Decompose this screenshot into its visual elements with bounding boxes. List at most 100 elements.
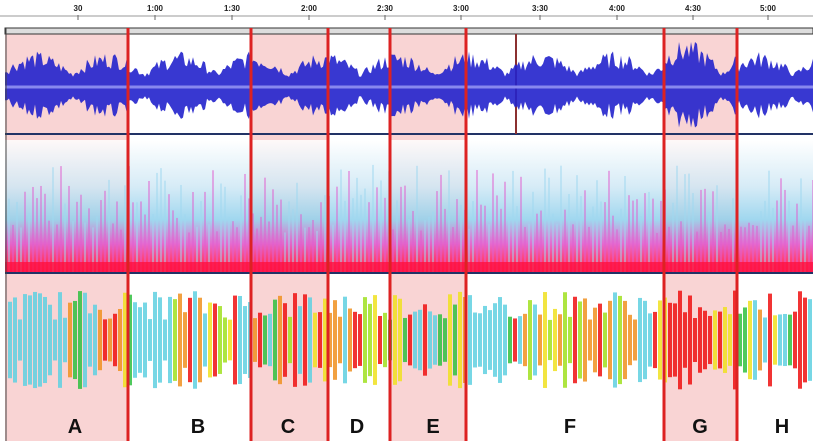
spectrogram-column	[268, 221, 270, 273]
pitch-bar	[33, 291, 37, 389]
spectrogram-column	[504, 181, 506, 273]
spectrogram-column	[436, 191, 438, 273]
spectrogram-column	[356, 177, 358, 273]
spectrogram-column	[560, 165, 562, 273]
spectrogram-column	[292, 209, 294, 273]
spectrogram-column	[668, 226, 670, 273]
spectrogram-column	[260, 216, 262, 273]
pitch-bar	[103, 319, 107, 361]
spectrogram-column	[104, 190, 106, 273]
spectrogram-column	[804, 218, 806, 273]
spectrogram-column	[204, 191, 206, 273]
spectrogram-column	[484, 205, 486, 273]
spectrogram-column	[224, 186, 226, 273]
spectrogram-column	[788, 200, 790, 273]
pitch-bar	[733, 290, 737, 390]
pitch-bar	[763, 317, 767, 363]
pitch-bar	[643, 300, 647, 380]
spectrogram-column	[348, 170, 350, 273]
pitch-bar	[188, 297, 192, 383]
pitch-bar	[488, 310, 492, 370]
spectrogram-column	[396, 200, 398, 273]
spectrogram-column	[516, 206, 518, 273]
spectrogram-column	[740, 226, 742, 273]
pitch-bar	[748, 300, 752, 380]
spectrogram-column	[488, 224, 490, 273]
spectrogram-column	[76, 201, 78, 273]
pitch-bar	[173, 299, 177, 381]
spectrogram-column	[140, 201, 142, 273]
spectrogram-column	[296, 182, 298, 273]
spectrogram-column	[244, 173, 246, 273]
spectrogram-column	[592, 206, 594, 273]
spectrogram-column	[156, 172, 158, 273]
pitch-bar	[578, 301, 582, 379]
spectrogram-column	[508, 216, 510, 273]
pitch-bar	[583, 298, 587, 382]
spectrogram-column	[584, 190, 586, 273]
spectrogram-column	[696, 231, 698, 273]
section-label: E	[426, 416, 439, 438]
spectrogram-column	[368, 202, 370, 273]
pitch-bar	[668, 302, 672, 378]
pitch-bar	[283, 303, 287, 377]
spectrogram-column	[332, 224, 334, 273]
pitch-bar	[653, 311, 657, 369]
spectrogram-column	[252, 213, 254, 273]
spectrogram-column	[212, 170, 214, 273]
spectrogram-column	[48, 220, 50, 273]
pitch-bar	[233, 295, 237, 385]
spectrogram-column	[540, 210, 542, 273]
section-label: F	[564, 416, 576, 438]
pitch-bar	[623, 300, 627, 380]
pitch-bar	[408, 314, 412, 366]
spectrogram-column	[28, 213, 30, 273]
pitch-bar	[423, 304, 427, 376]
pitch-bar	[333, 300, 337, 380]
pitch-bar	[98, 309, 102, 371]
spectrogram-column	[456, 199, 458, 273]
pitch-bar	[108, 318, 112, 362]
pitch-bar	[153, 291, 157, 389]
spectrogram-column	[480, 204, 482, 273]
spectrogram-column	[108, 179, 110, 273]
pitch-bar	[328, 312, 332, 368]
pitch-bar	[398, 298, 402, 382]
pitch-bar	[68, 302, 72, 378]
pitch-bar	[293, 293, 297, 387]
spectrogram-column	[620, 208, 622, 273]
pitch-bar	[448, 294, 452, 386]
timeline-tick-label: 3:00	[453, 4, 470, 13]
spectrogram-column	[528, 223, 530, 273]
spectrogram-column	[612, 215, 614, 273]
pitch-bar	[658, 300, 662, 380]
spectrogram-column	[364, 188, 366, 273]
pitch-bar	[638, 297, 642, 383]
spectrogram-column	[320, 202, 322, 273]
spectrogram-column	[404, 185, 406, 273]
spectrogram-column	[392, 229, 394, 273]
pitch-bar	[498, 297, 502, 383]
pitch-bar	[808, 299, 812, 381]
pitch-bar	[273, 299, 277, 381]
pitch-bar	[318, 312, 322, 368]
spectrogram-column	[416, 165, 418, 273]
spectrogram-column	[656, 232, 658, 273]
spectrogram-column	[424, 220, 426, 273]
spectrogram-column	[756, 225, 758, 273]
spectrogram-column	[176, 217, 178, 273]
spectrogram-column	[720, 232, 722, 273]
spectrogram-column	[44, 193, 46, 273]
pitch-bar	[268, 313, 272, 367]
spectrogram-column	[632, 200, 634, 273]
spectrogram-column	[784, 189, 786, 273]
spectrogram-column	[164, 180, 166, 273]
timeline-tick-label: 4:00	[609, 4, 626, 13]
spectrogram-column	[188, 232, 190, 273]
pitch-bar	[493, 303, 497, 377]
pitch-bar	[43, 296, 47, 384]
pitch-bar	[128, 294, 132, 386]
spectrogram-column	[344, 200, 346, 273]
pitch-bar	[503, 304, 507, 376]
pitch-bar	[708, 315, 712, 365]
